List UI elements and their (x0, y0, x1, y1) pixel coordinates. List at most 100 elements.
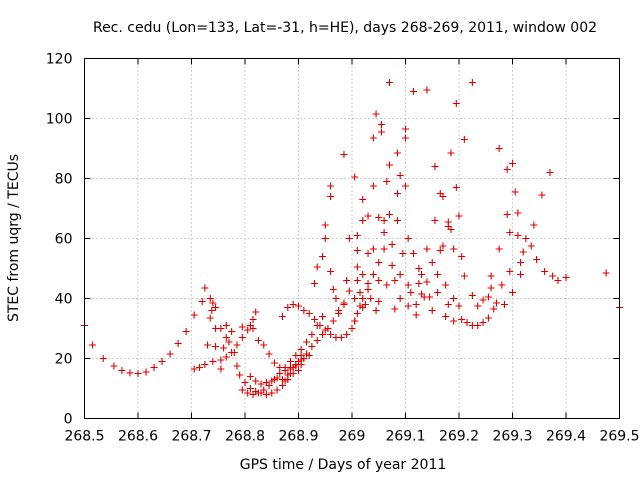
y-tick-label: 0 (64, 412, 73, 428)
data-point (479, 296, 487, 304)
data-point (530, 221, 538, 229)
data-point (225, 338, 233, 346)
data-point (391, 305, 399, 313)
data-point (327, 331, 335, 338)
data-point (359, 295, 367, 302)
data-point (319, 313, 327, 320)
data-point (479, 319, 487, 326)
data-point (393, 149, 401, 157)
data-point (190, 311, 198, 319)
data-point (260, 386, 268, 394)
data-point (340, 299, 348, 307)
data-point (244, 326, 252, 334)
data-point (442, 281, 450, 289)
data-point (487, 272, 495, 280)
data-point (265, 350, 273, 358)
data-point (329, 286, 337, 293)
data-point (142, 368, 150, 376)
data-point (364, 286, 372, 293)
data-point (458, 253, 466, 260)
data-point (206, 314, 214, 322)
data-point (289, 301, 297, 308)
data-point (511, 188, 519, 196)
data-point (303, 338, 311, 346)
data-point (340, 151, 348, 158)
data-point (377, 121, 385, 128)
data-point (158, 358, 166, 365)
data-point (353, 263, 361, 271)
data-point (126, 369, 134, 377)
data-point (353, 310, 361, 317)
data-point (252, 308, 260, 316)
data-point (351, 295, 359, 302)
x-tick-label: 269 (339, 429, 366, 445)
x-axis: 268.5 268.6 268.7 268.8 268.9 269 269.1 269.2 26… (64, 58, 640, 445)
data-point (490, 305, 498, 313)
data-point (434, 289, 442, 296)
y-axis-label: STEC from uqrg / TECUs (6, 154, 22, 322)
data-point (426, 293, 434, 301)
data-point (327, 268, 335, 275)
data-point (396, 271, 404, 278)
data-point (206, 295, 214, 302)
data-point (450, 317, 458, 325)
data-point (391, 277, 399, 284)
data-point (353, 277, 361, 284)
data-point (423, 245, 431, 253)
data-point (402, 182, 409, 190)
x-tick-label: 269.1 (385, 429, 425, 445)
x-tick-label: 269.5 (599, 429, 639, 445)
data-point (410, 88, 418, 95)
y-tick-label: 80 (55, 172, 73, 188)
data-point (201, 284, 209, 292)
data-point (380, 217, 388, 224)
x-tick-label: 269.2 (439, 429, 479, 445)
data-point (393, 217, 401, 224)
data-point (348, 325, 356, 332)
chart-title: Rec. cedu (Lon=133, Lat=-31, h=HE), days… (93, 20, 597, 36)
data-point (321, 326, 329, 334)
x-tick-label: 269.4 (546, 429, 586, 445)
data-point (399, 250, 407, 257)
data-point (238, 386, 246, 394)
data-point (474, 322, 482, 329)
data-point (364, 280, 372, 287)
data-point (246, 373, 254, 380)
data-point (522, 235, 530, 242)
data-point (436, 247, 444, 254)
data-point (428, 259, 436, 266)
data-point (190, 365, 198, 373)
data-point (396, 295, 404, 302)
data-point (343, 277, 351, 284)
data-point (233, 362, 241, 370)
data-point (345, 287, 353, 295)
data-point (509, 160, 516, 167)
data-point (249, 325, 257, 332)
data-point (517, 271, 525, 278)
data-point (423, 278, 431, 286)
data-point (292, 352, 300, 359)
y-tick-label: 100 (46, 112, 73, 128)
data-point (303, 350, 311, 358)
data-point (458, 316, 466, 323)
data-point (431, 217, 439, 224)
data-point (273, 386, 281, 394)
data-point (276, 364, 284, 371)
data-point (300, 307, 308, 314)
data-point (369, 271, 377, 278)
data-point (311, 280, 319, 287)
x-tick-label: 268.5 (64, 429, 104, 445)
x-tick-label: 268.6 (118, 429, 158, 445)
data-point (509, 289, 516, 296)
data-point (281, 377, 289, 385)
data-point (335, 307, 343, 314)
data-point (393, 190, 401, 197)
data-point (222, 322, 230, 329)
data-point (375, 259, 383, 266)
data-point (450, 295, 458, 302)
data-point (385, 211, 393, 218)
data-point (487, 284, 495, 292)
y-tick-label: 40 (55, 292, 73, 308)
data-point (503, 211, 511, 218)
data-point (249, 391, 257, 398)
